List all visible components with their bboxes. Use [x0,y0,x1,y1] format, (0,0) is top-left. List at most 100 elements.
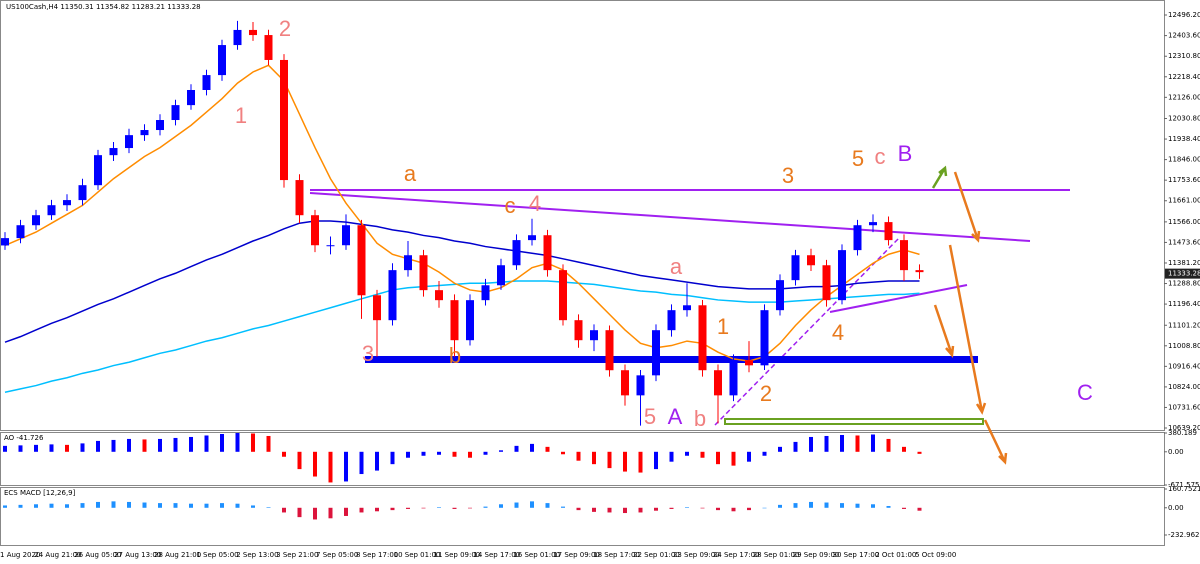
macd-bar [235,503,240,508]
ao-bar [189,436,193,452]
candle-body [32,215,40,226]
ao-bar [654,451,658,470]
macd-bar [96,501,100,508]
macd-bar [142,502,147,508]
macd-bar [499,504,503,508]
macd-bar [452,507,457,509]
ao-bar [96,440,100,452]
support-zone [365,356,978,363]
y-tick-label: 380.189 [1168,429,1197,437]
candle-body [528,235,536,241]
y-tick-label: 11196.40 [1168,300,1200,308]
macd-title: ECS MACD [12,26,9] [4,489,76,497]
macd-bar [483,506,488,508]
ao-bar [158,438,162,452]
y-tick-label: 11661.00 [1168,197,1200,205]
y-tick-label: 10824.00 [1168,383,1200,391]
arrow [953,171,981,243]
macd-bar [871,504,875,508]
y-tick-label: 12126.00 [1168,93,1200,101]
macd-bar [390,507,395,511]
candle-body [295,180,304,216]
trend-line [829,284,968,313]
y-tick-label: 11846.00 [1168,156,1200,164]
y-tick-label: 12496.20 [1168,11,1200,19]
ao-bar [561,451,565,455]
x-tick-label: 1 Sep 05:00 [196,551,238,559]
ao-bar [452,451,457,457]
x-tick-label: 30 Sep 17:00 [833,551,880,559]
ao-bar [80,443,85,452]
wave-label: 4 [832,320,844,345]
macd-bar [592,507,596,512]
macd-bar [266,507,271,508]
ao-bar [483,451,488,455]
candle-body [342,225,350,246]
macd-bar [220,503,224,508]
moving-average [4,220,920,343]
ao-bar [328,451,333,483]
macd-bar [762,507,767,509]
macd-bar [344,507,348,516]
ao-bar [514,445,519,452]
ao-bar [468,451,472,458]
candle-body [512,240,521,266]
macd-bar [902,507,906,509]
trend-line [309,192,1031,242]
candle-body [776,280,784,311]
candle-body [590,330,598,341]
wave-label: c [505,193,516,218]
ao-bar [840,434,844,452]
y-tick-label: 160.7521 [1168,485,1200,493]
candle-body [63,200,71,206]
candle-body [838,250,846,301]
macd-bar [282,507,286,513]
y-tick-label: -232.9621 [1168,531,1200,539]
candle-body [667,310,676,331]
wave-label: a [670,254,683,279]
ao-bar [499,450,503,452]
wave-label: B [898,141,913,166]
ao-bar [406,451,410,458]
candle-body [357,225,366,296]
ao-bar [127,438,131,452]
candle-body [280,59,288,181]
ao-bar [762,451,767,456]
y-tick-label: 12310.80 [1168,52,1200,60]
x-tick-label: 7 Sep 05:00 [316,551,358,559]
x-tick-label: 26 Aug 05:00 [74,551,121,559]
price-pane [0,0,1165,431]
ao-bar [731,451,736,466]
x-tick-label: 3 Sep 21:00 [276,551,318,559]
y-tick-label: 11008.80 [1168,342,1200,350]
y-tick-label: 0.00 [1168,504,1184,512]
candle-body [78,185,87,201]
wave-label: b [449,343,461,368]
candle-body [264,35,273,60]
ao-bar [793,441,798,452]
candle-body [218,45,226,76]
candle-body [202,75,211,90]
arrow [948,244,987,415]
ao-bar [886,438,891,452]
candle-body [869,222,877,226]
ao-bar [251,433,255,452]
macd-bar [638,507,643,513]
macd-bar [49,503,54,508]
macd-bar [561,506,565,508]
ao-bar [111,439,116,452]
candle-body [915,270,924,273]
ao-bar [530,443,534,452]
ao-bar [716,451,720,465]
candle-body [156,120,164,131]
wave-label: 2 [760,381,772,406]
macd-bar [607,507,612,513]
candle-body [326,245,335,247]
macd-bar [731,507,736,512]
candle-body [481,285,490,301]
y-tick-label: 10639.20 [1168,424,1200,432]
trend-line [714,236,901,426]
candle-body [94,155,102,186]
arrow [933,304,955,358]
